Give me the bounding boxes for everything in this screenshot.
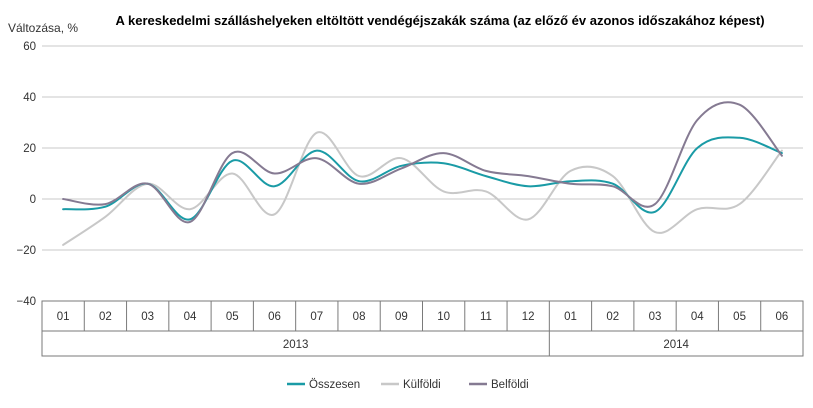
x-tick-label: 03: [141, 311, 154, 323]
y-tick-label: 60: [23, 41, 36, 53]
series-line-2: [62, 131, 783, 246]
series-line-3: [62, 101, 783, 224]
series-lines: [62, 101, 783, 246]
x-tick-label: 06: [268, 311, 281, 323]
x-tick-label: 10: [437, 311, 450, 323]
x-tick-label: 06: [775, 311, 788, 323]
legend-label-2: Külföldi: [403, 379, 441, 391]
legend-label-3: Belföldi: [491, 379, 529, 391]
x-tick-label: 12: [522, 311, 535, 323]
x-tick-label: 03: [649, 311, 662, 323]
y-tick-label: 40: [23, 92, 36, 104]
x-tick-label: 02: [606, 311, 619, 323]
x-tick-label: 02: [99, 311, 112, 323]
x-tick-label: 09: [395, 311, 408, 323]
y-ticks: 60 40 20 0 −20 −40: [16, 41, 36, 308]
year-label: 2014: [663, 339, 689, 351]
x-tick-label: 04: [691, 311, 704, 323]
x-tick-label: 05: [733, 311, 746, 323]
x-axis-table: 01 02 03 04 05 06 07 08 09 10 11 12 01 02 03 04 05 06 2013…: [41, 300, 804, 357]
x-tick-label: 04: [184, 311, 197, 323]
y-tick-label: 20: [23, 143, 36, 155]
x-tick-label: 05: [226, 311, 239, 323]
x-tick-label: 08: [353, 311, 366, 323]
x-tick-label: 01: [564, 311, 577, 323]
legend: Összesen Külföldi Belföldi: [287, 379, 529, 391]
y-tick-label: −40: [16, 296, 36, 308]
y-tick-label: −20: [16, 245, 36, 257]
y-axis-label: Változása, %: [8, 21, 78, 35]
y-tick-label: 0: [30, 194, 36, 206]
x-tick-label: 07: [310, 311, 323, 323]
x-tick-label: 11: [480, 311, 492, 323]
chart-title: A kereskedelmi szálláshelyeken eltöltött…: [115, 13, 764, 28]
year-label: 2013: [283, 339, 309, 351]
x-tick-label: 01: [57, 311, 70, 323]
legend-label-1: Összesen: [309, 379, 360, 391]
